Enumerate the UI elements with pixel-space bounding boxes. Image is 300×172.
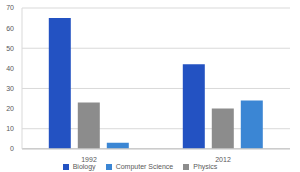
svg-text:20: 20	[8, 105, 14, 112]
svg-text:2012: 2012	[215, 156, 231, 163]
svg-text:40: 40	[8, 65, 14, 72]
svg-text:10: 10	[8, 125, 14, 132]
html-text:Biology: Biology	[72, 162, 96, 170]
svg-text:30: 30	[8, 85, 14, 92]
html-text:Computer Science: Computer Science	[115, 162, 174, 170]
html-text:Physics: Physics	[193, 162, 218, 170]
svg-text:0: 0	[10, 145, 14, 152]
svg-text:50: 50	[8, 45, 14, 52]
svg-text:1992: 1992	[81, 156, 97, 163]
svg-text:70: 70	[8, 4, 14, 11]
svg-text:60: 60	[8, 25, 14, 32]
